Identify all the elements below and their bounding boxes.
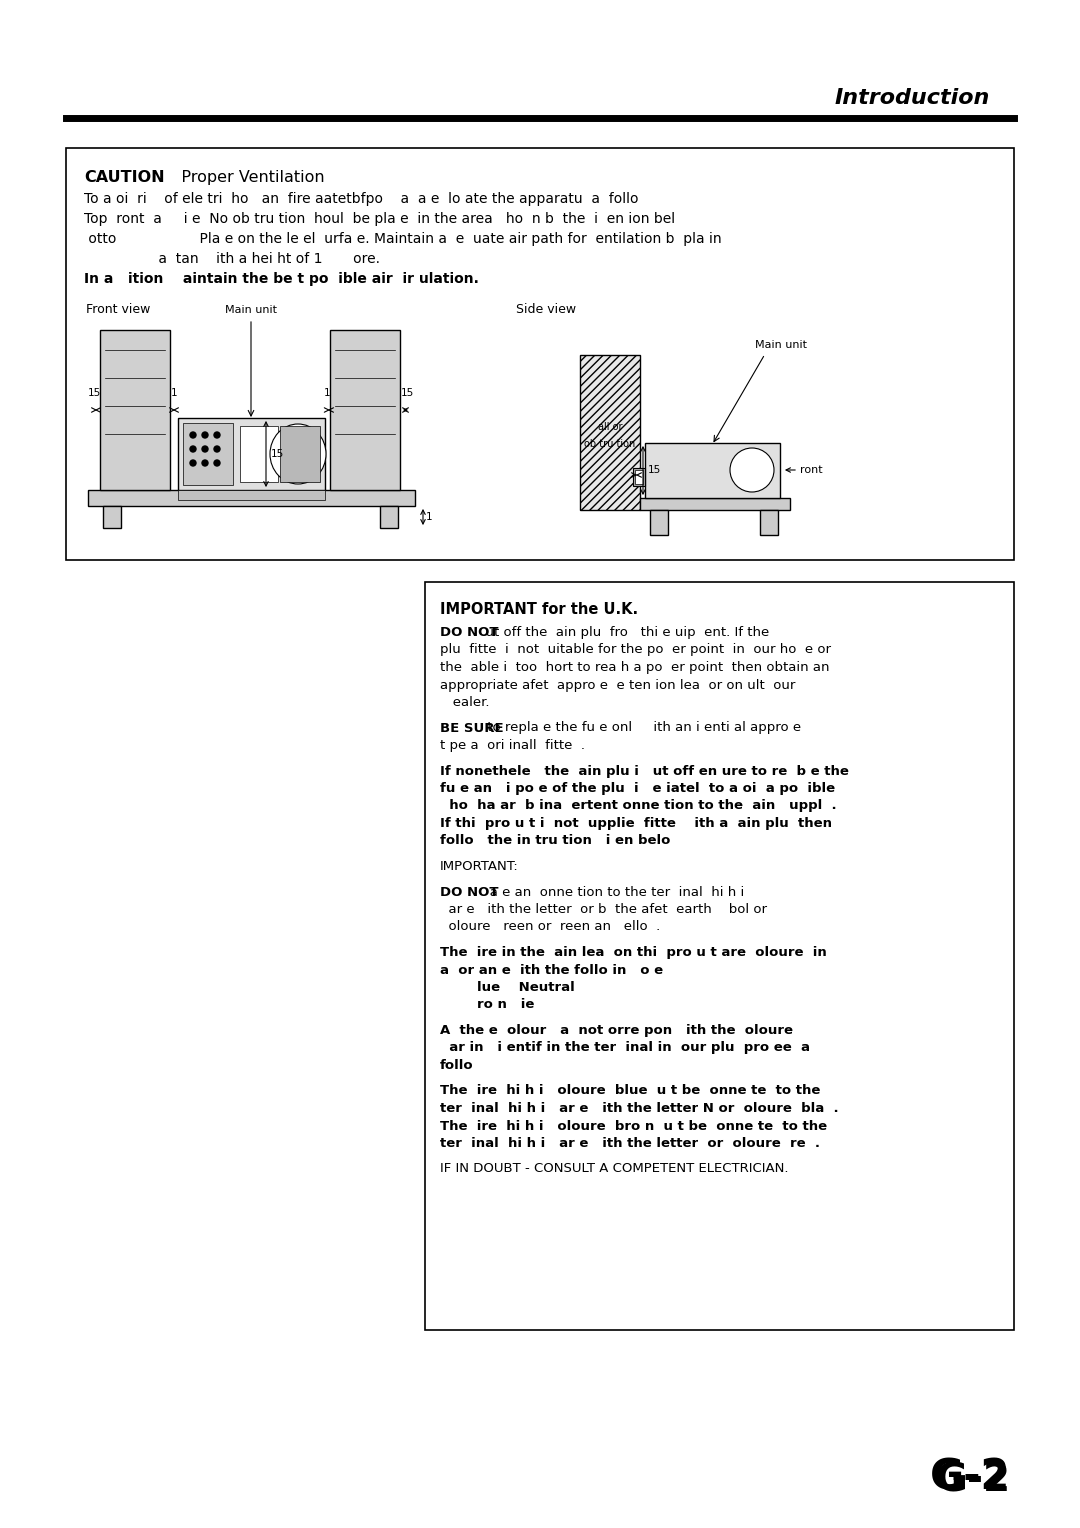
Text: ho  ha ar  b ina  ertent onne tion to the  ain   uppl  .: ho ha ar b ina ertent onne tion to the a… bbox=[440, 799, 837, 813]
Ellipse shape bbox=[270, 423, 326, 484]
Text: ro n   ie: ro n ie bbox=[440, 998, 535, 1012]
Text: Front view: Front view bbox=[86, 303, 150, 316]
Bar bbox=[240, 426, 278, 481]
Text: lue    Neutral: lue Neutral bbox=[440, 981, 575, 995]
Text: DO NOT: DO NOT bbox=[440, 626, 499, 639]
Text: Introduction: Introduction bbox=[835, 89, 990, 108]
Text: The  ire in the  ain lea  on thi  pro u t are  oloure  in: The ire in the ain lea on thi pro u t ar… bbox=[440, 946, 827, 960]
Text: 1: 1 bbox=[171, 388, 177, 397]
Text: IMPORTANT:: IMPORTANT: bbox=[440, 860, 518, 872]
Text: ob tru tion: ob tru tion bbox=[584, 439, 636, 449]
Circle shape bbox=[214, 432, 220, 439]
Text: ealer.: ealer. bbox=[440, 695, 489, 709]
Text: Side view: Side view bbox=[516, 303, 576, 316]
Text: To a oi  ri    of ele tri  ho   an  fire aatetbfpo    a  a e  lo ate the apparat: To a oi ri of ele tri ho an fire aatetbf… bbox=[84, 193, 638, 206]
Text: appropriate afet  appro e  e ten ion lea  or on ult  our: appropriate afet appro e e ten ion lea o… bbox=[440, 678, 795, 692]
Bar bbox=[66, 148, 1014, 559]
Text: In a   ition    aintain the be t po  ible air  ir ulation.: In a ition aintain the be t po ible air … bbox=[84, 272, 478, 286]
Text: all or: all or bbox=[597, 422, 622, 432]
Text: follo   the in tru tion   i en belo: follo the in tru tion i en belo bbox=[440, 834, 671, 848]
Text: fu e an   i po e of the plu  i   e iatel  to a oi  a po  ible: fu e an i po e of the plu i e iatel to a… bbox=[440, 782, 835, 795]
Bar bbox=[100, 330, 170, 490]
Text: Main unit: Main unit bbox=[225, 306, 276, 315]
Bar bbox=[640, 498, 789, 510]
Bar bbox=[280, 426, 320, 481]
Text: Proper Ventilation: Proper Ventilation bbox=[166, 170, 325, 185]
Text: plu  fitte  i  not  uitable for the po  er point  in  our ho  e or: plu fitte i not uitable for the po er po… bbox=[440, 643, 831, 657]
Circle shape bbox=[190, 446, 195, 452]
Text: ar in   i entif in the ter  inal in  our plu  pro ee  a: ar in i entif in the ter inal in our plu… bbox=[440, 1042, 810, 1054]
Text: If thi  pro u t i  not  upplie  fitte    ith a  ain plu  then: If thi pro u t i not upplie fitte ith a … bbox=[440, 817, 832, 830]
Text: A  the e  olour   a  not orre pon   ith the  oloure: A the e olour a not orre pon ith the olo… bbox=[440, 1024, 793, 1038]
Circle shape bbox=[202, 460, 208, 466]
Text: DO NOT: DO NOT bbox=[440, 886, 499, 898]
Bar bbox=[635, 471, 643, 484]
Text: 15: 15 bbox=[648, 465, 661, 475]
Text: The  ire  hi h i   oloure  blue  u t be  onne te  to the: The ire hi h i oloure blue u t be onne t… bbox=[440, 1085, 821, 1097]
Bar bbox=[650, 510, 669, 535]
Bar bbox=[760, 510, 778, 535]
Bar bbox=[580, 354, 640, 510]
Bar bbox=[380, 506, 399, 529]
Text: otto                   Pla e on the le el  urfa e. Maintain a  e  uate air path : otto Pla e on the le el urfa e. Maintain… bbox=[84, 232, 721, 246]
Bar bbox=[633, 468, 645, 486]
Text: If nonethele   the  ain plu i   ut off en ure to re  b e the: If nonethele the ain plu i ut off en ure… bbox=[440, 764, 849, 778]
Text: 1: 1 bbox=[324, 388, 330, 397]
Text: a  or an e  ith the follo in   o e: a or an e ith the follo in o e bbox=[440, 964, 663, 976]
Bar bbox=[178, 490, 325, 500]
Circle shape bbox=[214, 460, 220, 466]
Bar bbox=[87, 490, 415, 506]
Bar bbox=[330, 330, 400, 490]
Text: 1: 1 bbox=[426, 512, 433, 523]
Text: 15: 15 bbox=[401, 388, 414, 397]
Text: BE SURE: BE SURE bbox=[440, 721, 503, 735]
Text: ut off the  ain plu  fro   thi e uip  ent. If the: ut off the ain plu fro thi e uip ent. If… bbox=[477, 626, 769, 639]
Text: a  tan    ith a hei ht of 1       ore.: a tan ith a hei ht of 1 ore. bbox=[84, 252, 380, 266]
Text: ter  inal  hi h i   ar e   ith the letter N or  oloure  bla  .: ter inal hi h i ar e ith the letter N or… bbox=[440, 1102, 839, 1115]
Bar bbox=[103, 506, 121, 529]
Text: G-2: G-2 bbox=[935, 1462, 1010, 1500]
Circle shape bbox=[190, 432, 195, 439]
Circle shape bbox=[214, 446, 220, 452]
Text: Top  ront  a     i e  No ob tru tion  houl  be pla e  in the area   ho  n b  the: Top ront a i e No ob tru tion houl be pl… bbox=[84, 212, 675, 226]
Circle shape bbox=[190, 460, 195, 466]
Text: The  ire  hi h i   oloure  bro n  u t be  onne te  to the: The ire hi h i oloure bro n u t be onne … bbox=[440, 1120, 827, 1132]
Bar bbox=[426, 582, 1014, 1329]
Text: to repla e the fu e onl     ith an i enti al appro e: to repla e the fu e onl ith an i enti al… bbox=[484, 721, 801, 735]
Text: the  able i  too  hort to rea h a po  er point  then obtain an: the able i too hort to rea h a po er poi… bbox=[440, 662, 829, 674]
Text: 15: 15 bbox=[87, 388, 100, 397]
Text: follo: follo bbox=[440, 1059, 474, 1073]
Bar bbox=[178, 419, 325, 490]
Text: oloure   reen or  reen an   ello  .: oloure reen or reen an ello . bbox=[440, 920, 660, 934]
Bar bbox=[183, 423, 233, 484]
Text: ar e   ith the letter  or b  the afet  earth    bol or: ar e ith the letter or b the afet earth … bbox=[440, 903, 767, 915]
Text: G-2: G-2 bbox=[930, 1456, 1010, 1497]
Ellipse shape bbox=[730, 448, 774, 492]
Circle shape bbox=[202, 432, 208, 439]
Text: Main unit: Main unit bbox=[755, 341, 807, 350]
Text: a e an  onne tion to the ter  inal  hi h i: a e an onne tion to the ter inal hi h i bbox=[477, 886, 744, 898]
Text: 15: 15 bbox=[271, 449, 284, 458]
Text: IF IN DOUBT - CONSULT A COMPETENT ELECTRICIAN.: IF IN DOUBT - CONSULT A COMPETENT ELECTR… bbox=[440, 1163, 788, 1175]
Text: IMPORTANT for the U.K.: IMPORTANT for the U.K. bbox=[440, 602, 638, 617]
Text: CAUTION: CAUTION bbox=[84, 170, 164, 185]
Bar bbox=[645, 443, 780, 498]
Text: ront: ront bbox=[800, 465, 823, 475]
Text: t pe a  ori inall  fitte  .: t pe a ori inall fitte . bbox=[440, 740, 585, 752]
Circle shape bbox=[202, 446, 208, 452]
Text: ter  inal  hi h i   ar e   ith the letter  or  oloure  re  .: ter inal hi h i ar e ith the letter or o… bbox=[440, 1137, 820, 1151]
